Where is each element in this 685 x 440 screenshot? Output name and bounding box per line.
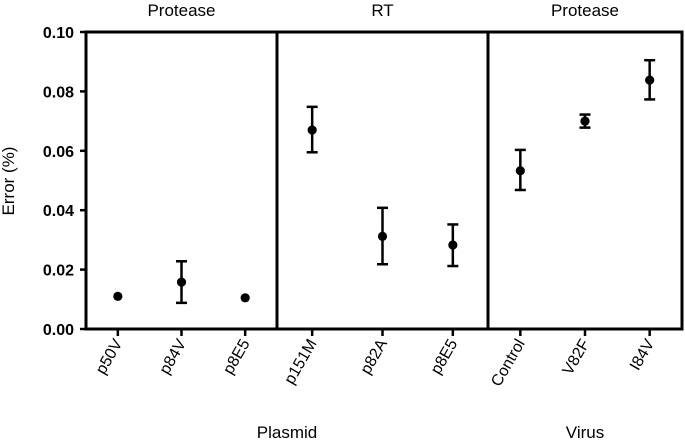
data-point [176,277,187,287]
data-point [377,231,388,241]
x-tick-label: p151M [281,337,320,388]
data-point [580,116,590,126]
panel-title: Protease [147,1,215,20]
x-tick-label: Control [488,337,529,390]
y-tick-label: 0.00 [43,322,74,339]
data-point [515,166,525,176]
data-point [240,293,250,303]
data-point [448,240,458,250]
panel-frame [275,30,490,331]
x-tick-label: p50V [93,336,127,377]
x-tick-label: p8E5 [428,336,461,377]
y-tick-label: 0.08 [43,84,74,101]
data-point [113,291,123,301]
x-tick-label: p84V [157,336,191,377]
x-tick-label: p82A [358,336,392,377]
panel-frame [486,30,684,331]
panel-title: Protease [551,1,619,20]
panel-title: RT [371,1,393,20]
y-tick-label: 0.10 [43,25,74,42]
y-tick-label: 0.06 [43,144,74,161]
x-tick-label: p8E5 [220,336,253,377]
x-tick-label: V82F [560,336,594,378]
data-point [645,75,655,85]
group-label: Plasmid [257,423,317,440]
group-label: Virus [566,423,604,440]
y-tick-label: 0.04 [43,203,74,220]
y-axis-label: Error (%) [0,147,18,216]
x-tick-label: I84V [627,336,658,373]
y-tick-label: 0.02 [43,263,74,280]
data-point [307,125,317,135]
